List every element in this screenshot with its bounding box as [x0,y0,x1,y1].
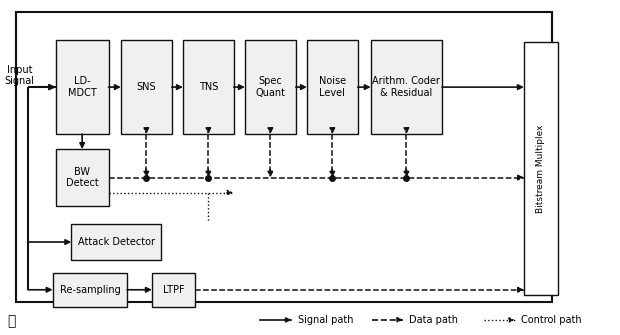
Text: Signal path: Signal path [298,315,353,325]
Text: Bitstream Multiplex: Bitstream Multiplex [536,124,546,213]
Bar [152,273,195,307]
Bar [56,40,108,134]
Text: Arithm. Coder
& Residual: Arithm. Coder & Residual [373,76,440,98]
Bar [245,40,296,134]
Bar [53,273,127,307]
Text: TNS: TNS [198,82,218,92]
Bar [71,224,161,260]
Bar [183,40,234,134]
Text: ⌕: ⌕ [7,315,16,329]
Bar [524,42,558,295]
Text: Spec
Quant: Spec Quant [255,76,285,98]
Bar [307,40,358,134]
Text: Control path: Control path [521,315,582,325]
Bar [121,40,172,134]
Bar [16,12,552,302]
Text: BW
Detect: BW Detect [66,167,99,188]
Bar [371,40,442,134]
Text: LD-
MDCT: LD- MDCT [68,76,97,98]
Text: Data path: Data path [409,315,458,325]
Bar [56,149,108,206]
Text: Re-sampling: Re-sampling [60,285,120,295]
Text: Input
Signal: Input Signal [5,65,35,86]
Text: Attack Detector: Attack Detector [78,237,155,247]
Text: Noise
Level: Noise Level [319,76,346,98]
Text: LTPF: LTPF [163,285,184,295]
Text: SNS: SNS [136,82,156,92]
